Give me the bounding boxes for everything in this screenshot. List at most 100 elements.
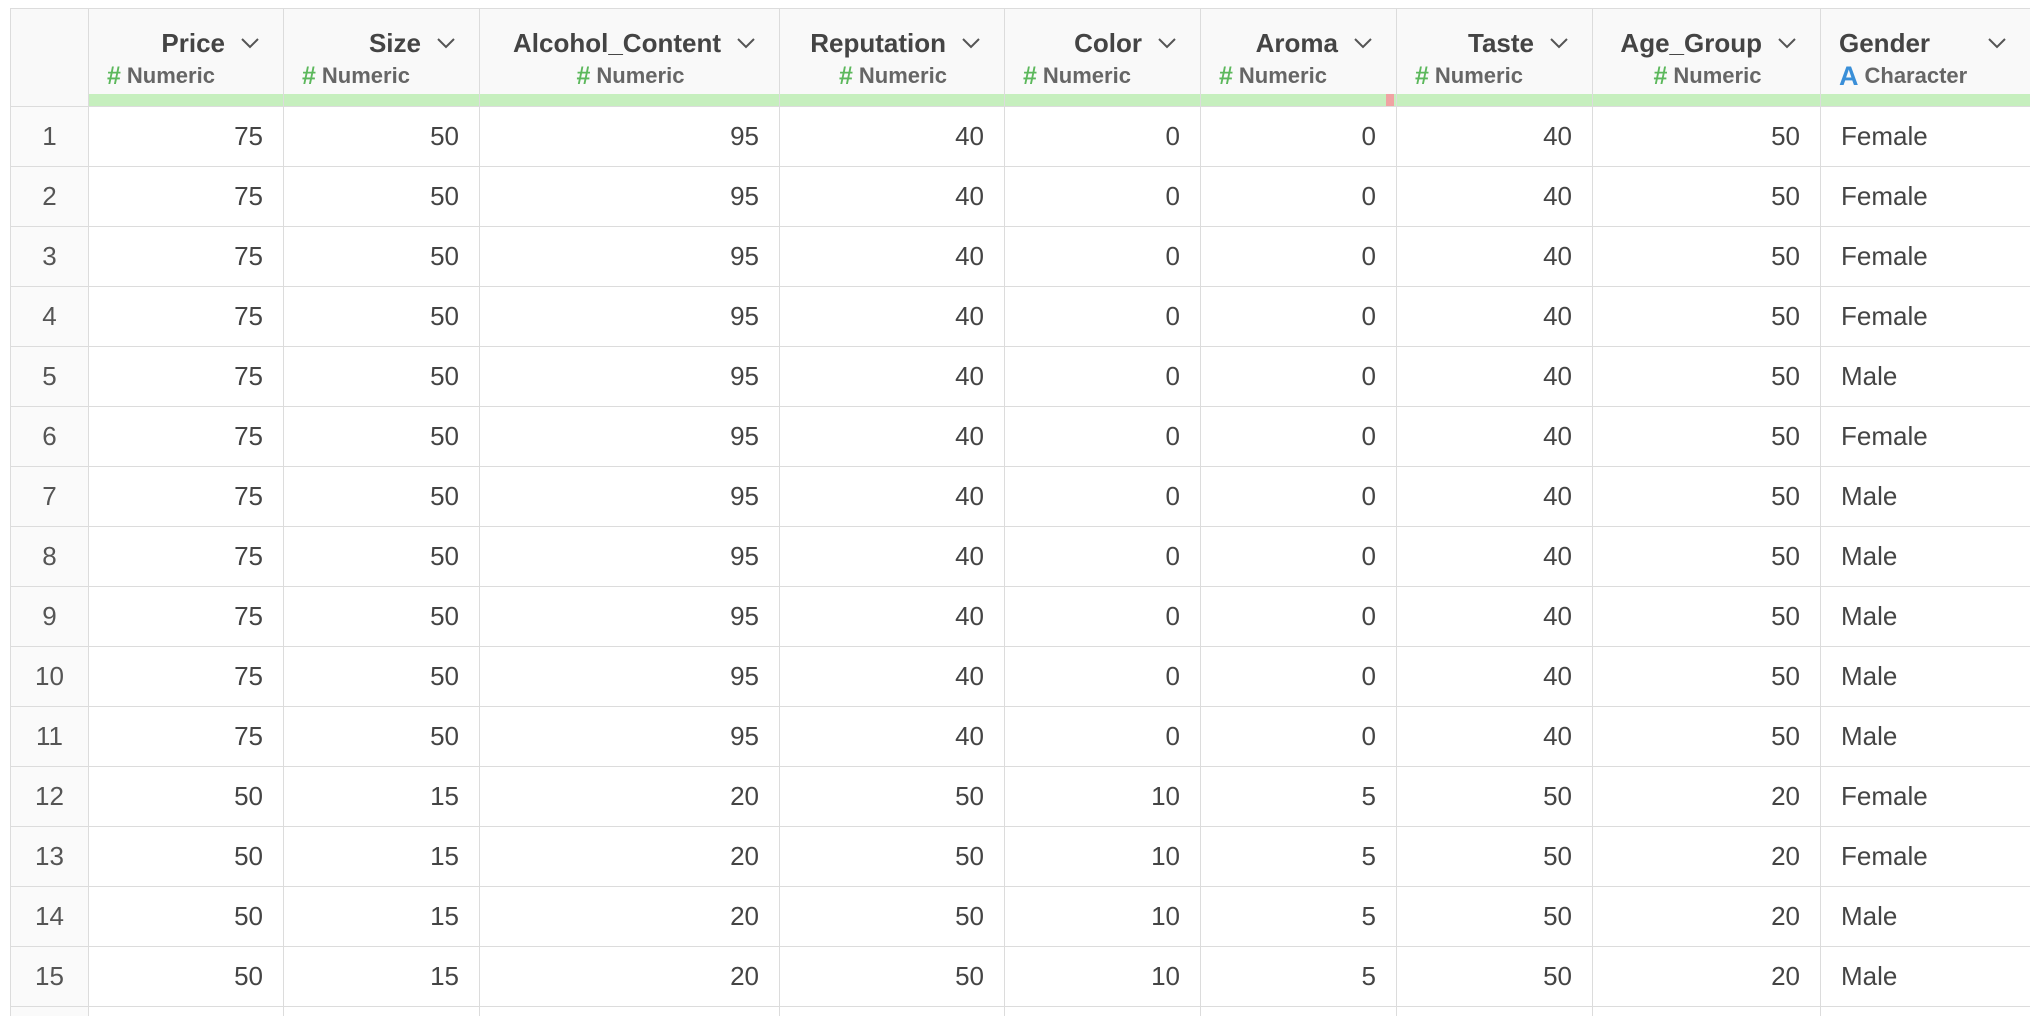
- table-cell[interactable]: 50: [283, 526, 480, 587]
- table-cell[interactable]: 50: [1592, 526, 1821, 587]
- table-cell[interactable]: 95: [479, 706, 780, 767]
- table-cell[interactable]: 50: [1592, 406, 1821, 467]
- column-quality-bar[interactable]: [1201, 94, 1396, 106]
- table-cell[interactable]: 0: [1200, 166, 1397, 227]
- table-cell[interactable]: 0: [1200, 706, 1397, 767]
- table-cell[interactable]: 0: [1004, 226, 1201, 287]
- table-cell[interactable]: 40: [1396, 526, 1593, 587]
- table-cell[interactable]: 40: [1396, 106, 1593, 167]
- chevron-down-icon[interactable]: [954, 28, 988, 58]
- table-cell[interactable]: Male: [1820, 526, 2030, 587]
- table-cell[interactable]: 0: [1004, 406, 1201, 467]
- table-cell[interactable]: 5: [1200, 766, 1397, 827]
- table-cell[interactable]: 50: [1592, 106, 1821, 167]
- table-cell[interactable]: 0: [1004, 706, 1201, 767]
- table-cell[interactable]: 40: [779, 106, 1005, 167]
- table-cell[interactable]: 50: [1396, 886, 1593, 947]
- table-cell[interactable]: Female: [1820, 226, 2030, 287]
- table-cell[interactable]: Female: [1820, 766, 2030, 827]
- table-cell[interactable]: 50: [1396, 826, 1593, 887]
- table-row[interactable]: 1 75 50 95 40 0 0 40 50 Female: [10, 106, 2030, 167]
- table-cell[interactable]: 50: [88, 886, 284, 947]
- table-cell[interactable]: 0: [1200, 346, 1397, 407]
- table-cell[interactable]: 10: [1004, 826, 1201, 887]
- column-quality-bar[interactable]: [1593, 94, 1820, 106]
- table-cell[interactable]: 20: [479, 886, 780, 947]
- table-cell[interactable]: 50: [88, 946, 284, 1007]
- table-cell[interactable]: 95: [479, 586, 780, 647]
- table-cell[interactable]: 95: [479, 466, 780, 527]
- table-cell[interactable]: 75: [88, 406, 284, 467]
- table-cell[interactable]: 0: [1004, 346, 1201, 407]
- row-number[interactable]: 11: [10, 706, 89, 767]
- chevron-down-icon[interactable]: [1980, 28, 2014, 58]
- table-cell[interactable]: 0: [1200, 286, 1397, 347]
- table-cell[interactable]: 50: [283, 346, 480, 407]
- column-quality-bar[interactable]: [284, 94, 479, 106]
- table-cell[interactable]: 20: [1592, 826, 1821, 887]
- table-cell[interactable]: 50: [283, 586, 480, 647]
- table-cell[interactable]: 75: [88, 106, 284, 167]
- chevron-down-icon[interactable]: [429, 28, 463, 58]
- table-cell[interactable]: Male: [1820, 646, 2030, 707]
- row-number[interactable]: 1: [10, 106, 89, 167]
- chevron-down-icon[interactable]: [1150, 28, 1184, 58]
- table-row[interactable]: 3 75 50 95 40 0 0 40 50 Female: [10, 226, 2030, 287]
- table-cell[interactable]: 50: [779, 886, 1005, 947]
- table-cell[interactable]: 10: [1004, 886, 1201, 947]
- table-cell[interactable]: 40: [779, 406, 1005, 467]
- column-header-color[interactable]: Color # Numeric: [1004, 8, 1201, 107]
- row-number[interactable]: 9: [10, 586, 89, 647]
- table-cell[interactable]: 40: [779, 466, 1005, 527]
- table-cell[interactable]: 75: [88, 226, 284, 287]
- table-cell[interactable]: 50: [1592, 346, 1821, 407]
- table-cell[interactable]: 40: [1396, 646, 1593, 707]
- table-cell[interactable]: 50: [283, 406, 480, 467]
- table-cell[interactable]: 20: [479, 946, 780, 1007]
- table-cell[interactable]: 75: [88, 466, 284, 527]
- table-cell[interactable]: 50: [283, 646, 480, 707]
- table-cell[interactable]: 50: [283, 166, 480, 227]
- table-cell[interactable]: 40: [779, 646, 1005, 707]
- table-cell[interactable]: 50: [779, 946, 1005, 1007]
- table-row[interactable]: 13 50 15 20 50 10 5 50 20 Female: [10, 826, 2030, 887]
- table-cell[interactable]: 50: [1592, 586, 1821, 647]
- table-row[interactable]: 10 75 50 95 40 0 0 40 50 Male: [10, 646, 2030, 707]
- table-cell[interactable]: 40: [779, 286, 1005, 347]
- table-cell[interactable]: 40: [779, 166, 1005, 227]
- table-cell[interactable]: 75: [88, 526, 284, 587]
- table-cell[interactable]: Female: [1820, 406, 2030, 467]
- row-number[interactable]: 15: [10, 946, 89, 1007]
- table-cell[interactable]: 95: [479, 166, 780, 227]
- table-cell[interactable]: Male: [1820, 706, 2030, 767]
- row-number[interactable]: 8: [10, 526, 89, 587]
- table-row[interactable]: 4 75 50 95 40 0 0 40 50 Female: [10, 286, 2030, 347]
- chevron-down-icon[interactable]: [233, 28, 267, 58]
- row-number[interactable]: 3: [10, 226, 89, 287]
- table-cell[interactable]: 0: [1004, 646, 1201, 707]
- table-cell[interactable]: 15: [283, 946, 480, 1007]
- table-cell[interactable]: 50: [88, 826, 284, 887]
- table-cell[interactable]: 95: [479, 286, 780, 347]
- table-row[interactable]: 6 75 50 95 40 0 0 40 50 Female: [10, 406, 2030, 467]
- table-row[interactable]: 15 50 15 20 50 10 5 50 20 Male: [10, 946, 2030, 1007]
- table-cell[interactable]: Male: [1820, 466, 2030, 527]
- table-row[interactable]: 2 75 50 95 40 0 0 40 50 Female: [10, 166, 2030, 227]
- table-cell[interactable]: 50: [1592, 226, 1821, 287]
- table-cell[interactable]: 0: [1200, 646, 1397, 707]
- table-cell[interactable]: 15: [283, 886, 480, 947]
- table-cell[interactable]: 40: [779, 706, 1005, 767]
- table-row[interactable]: 14 50 15 20 50 10 5 50 20 Male: [10, 886, 2030, 947]
- table-row[interactable]: 5 75 50 95 40 0 0 40 50 Male: [10, 346, 2030, 407]
- table-cell[interactable]: 0: [1200, 586, 1397, 647]
- table-cell[interactable]: 0: [1004, 166, 1201, 227]
- chevron-down-icon[interactable]: [729, 28, 763, 58]
- table-cell[interactable]: 5: [1200, 826, 1397, 887]
- table-cell[interactable]: 40: [1396, 346, 1593, 407]
- table-row[interactable]: 11 75 50 95 40 0 0 40 50 Male: [10, 706, 2030, 767]
- row-number[interactable]: 5: [10, 346, 89, 407]
- table-cell[interactable]: 20: [1592, 946, 1821, 1007]
- table-cell[interactable]: 75: [88, 286, 284, 347]
- table-cell[interactable]: 50: [283, 106, 480, 167]
- column-quality-bar[interactable]: [1397, 94, 1592, 106]
